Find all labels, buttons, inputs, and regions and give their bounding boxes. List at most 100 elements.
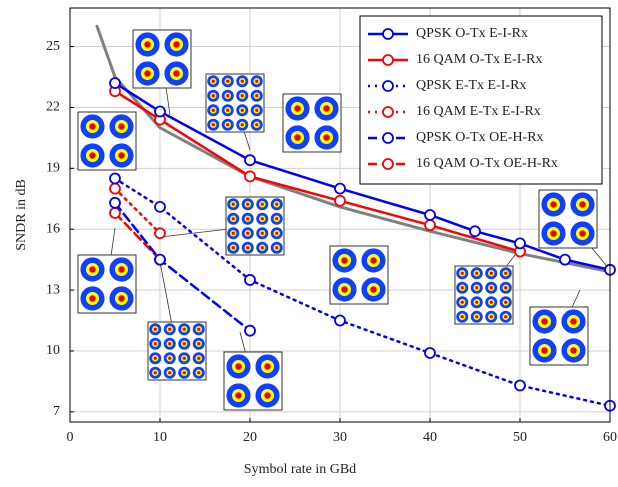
data-point (155, 255, 165, 265)
constellation-core (118, 123, 124, 129)
constellation-core (475, 315, 478, 318)
constellation-core (341, 257, 347, 263)
constellation-core (154, 357, 157, 360)
constellation-core (275, 217, 278, 220)
constellation-core (570, 318, 576, 324)
constellation-core (294, 105, 300, 111)
constellation-core (504, 272, 507, 275)
y-tick-label: 25 (46, 39, 60, 54)
constellation-core (212, 80, 215, 83)
constellation-core (183, 342, 186, 345)
legend-marker (383, 29, 393, 39)
constellation-core (475, 272, 478, 275)
chart: Symbol rate in GBd SNDR in dB 7101316192… (0, 0, 618, 487)
constellation-core (235, 363, 241, 369)
constellation-core (168, 371, 171, 374)
constellation-core (232, 246, 235, 249)
y-axis-label: SNDR in dB (14, 179, 29, 251)
constellation-core (504, 315, 507, 318)
legend-label: QPSK O-Tx E-I-Rx (416, 26, 528, 41)
constellation-core (241, 109, 244, 112)
legend-label: 16 QAM O-Tx E-I-Rx (416, 52, 542, 67)
x-tick-label: 40 (423, 430, 437, 445)
data-point (245, 275, 255, 285)
data-point (110, 173, 120, 183)
x-tick-label: 50 (513, 430, 527, 445)
constellation-core (154, 342, 157, 345)
constellation-core (490, 286, 493, 289)
data-point (470, 226, 480, 236)
data-point (155, 228, 165, 238)
constellation-core (579, 201, 585, 207)
constellation-core (89, 295, 95, 301)
constellation-core (154, 328, 157, 331)
constellation-core (226, 80, 229, 83)
constellation-core (197, 371, 200, 374)
constellation-core (89, 123, 95, 129)
legend-label: 16 QAM O-Tx OE-H-Rx (416, 156, 558, 171)
constellation-core (246, 246, 249, 249)
constellation-core (168, 357, 171, 360)
constellation-core (264, 392, 270, 398)
data-point (110, 184, 120, 194)
constellation-core (323, 134, 329, 140)
legend-marker (383, 107, 393, 117)
x-axis-label: Symbol rate in GBd (244, 462, 356, 477)
constellation-core (183, 357, 186, 360)
constellation-core (212, 94, 215, 97)
constellation-core (168, 328, 171, 331)
constellation-core (504, 301, 507, 304)
constellation-core (246, 203, 249, 206)
data-point (335, 196, 345, 206)
constellation-core (550, 201, 556, 207)
constellation-core (275, 203, 278, 206)
constellation-core (255, 80, 258, 83)
y-tick-label: 10 (46, 343, 60, 358)
constellation-core (261, 232, 264, 235)
constellation-core (173, 41, 179, 47)
constellation-core (490, 315, 493, 318)
constellation-core (570, 347, 576, 353)
constellation-core (490, 301, 493, 304)
constellation-core (275, 246, 278, 249)
constellation-core (550, 230, 556, 236)
constellation-core (212, 123, 215, 126)
data-point (425, 210, 435, 220)
x-tick-label: 30 (333, 430, 347, 445)
constellation-core (241, 94, 244, 97)
legend-marker (383, 55, 393, 65)
constellation-core (144, 70, 150, 76)
constellation-core (226, 123, 229, 126)
constellation-core (541, 318, 547, 324)
legend-marker (383, 159, 393, 169)
data-point (155, 107, 165, 117)
constellation-core (579, 230, 585, 236)
y-tick-label: 7 (53, 404, 60, 419)
constellation-core (370, 257, 376, 263)
data-point (425, 220, 435, 230)
constellation-core (261, 246, 264, 249)
constellation-core (261, 217, 264, 220)
constellation-core (232, 217, 235, 220)
constellation-core (475, 286, 478, 289)
constellation-core (118, 295, 124, 301)
x-tick-label: 60 (603, 430, 617, 445)
constellation-core (246, 217, 249, 220)
x-tick-label: 0 (67, 430, 74, 445)
constellation-core (183, 328, 186, 331)
data-point (515, 380, 525, 390)
data-point (110, 78, 120, 88)
constellation-core (144, 41, 150, 47)
constellation-core (197, 357, 200, 360)
constellation-core (504, 286, 507, 289)
legend-label: 16 QAM E-Tx E-I-Rx (416, 104, 541, 119)
constellation-core (461, 301, 464, 304)
constellation-core (294, 134, 300, 140)
constellation-core (89, 152, 95, 158)
constellation-core (275, 232, 278, 235)
constellation-core (197, 328, 200, 331)
constellation-core (212, 109, 215, 112)
constellation-core (490, 272, 493, 275)
constellation-core (461, 315, 464, 318)
constellation-core (183, 371, 186, 374)
